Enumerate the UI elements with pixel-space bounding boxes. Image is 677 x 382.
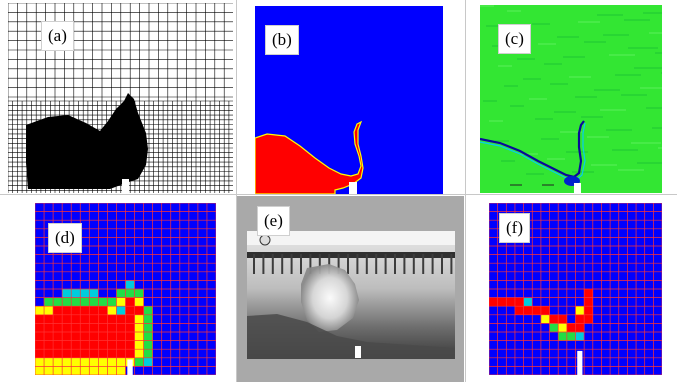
panel-e: (e) — [237, 196, 464, 382]
panel-a: (a) — [8, 3, 233, 193]
panel-a-fluid-region — [26, 93, 148, 189]
panel-d-label: (d) — [48, 223, 82, 253]
panel-b-vof-plot — [255, 6, 443, 194]
panel-f-label: (f) — [499, 213, 530, 243]
panel-a-grid-plot — [8, 3, 233, 193]
panel-e-rail-posts — [253, 254, 453, 274]
panel-e-photo — [247, 231, 455, 359]
panel-d-obstacle — [127, 359, 133, 375]
column-divider-right — [465, 0, 466, 382]
panel-e-top-glare — [247, 231, 455, 245]
panel-c-obstacle — [574, 183, 581, 193]
panel-c-label: (c) — [498, 24, 531, 54]
panel-f: (f) — [489, 203, 662, 375]
panel-e-marker — [259, 234, 271, 246]
panel-b: (b) — [255, 6, 443, 194]
panel-a-label: (a) — [41, 21, 74, 51]
row-divider — [0, 194, 677, 195]
panel-a-obstacle — [122, 179, 129, 193]
panel-d-cell-plot — [35, 203, 216, 375]
panel-b-water-region — [255, 120, 364, 194]
panel-f-cell-plot — [489, 203, 662, 375]
panel-c-texture — [480, 5, 662, 186]
panel-c: (c) — [480, 5, 662, 193]
panel-e-water-body — [247, 314, 455, 359]
panel-e-obstacle — [355, 346, 361, 358]
panel-d-grid-lines — [35, 203, 216, 375]
panel-b-label: (b) — [265, 25, 299, 55]
panel-f-obstacle — [577, 350, 583, 375]
panel-e-splash — [301, 264, 359, 332]
panel-b-obstacle — [349, 182, 357, 194]
column-divider-left — [236, 0, 237, 382]
panel-e-rail — [247, 252, 455, 258]
panel-d: (d) — [35, 203, 216, 375]
panel-e-label: (e) — [257, 206, 290, 236]
